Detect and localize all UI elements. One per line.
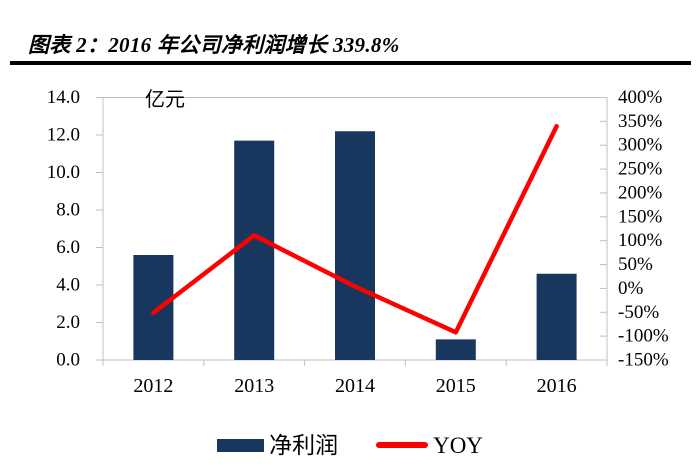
right-axis-tick-label: -50% — [618, 302, 659, 323]
legend-item-yoy: YOY — [376, 434, 483, 457]
chart-legend: 净利润 YOY — [0, 429, 700, 461]
x-axis-label-2015: 2015 — [436, 375, 476, 397]
right-axis-tick-label: 200% — [618, 182, 663, 203]
left-axis-tick-label: 6.0 — [56, 237, 80, 258]
left-axis-tick-label: 0.0 — [56, 350, 80, 371]
x-axis-label-2016: 2016 — [537, 375, 577, 397]
right-axis-tick-label: 100% — [618, 230, 663, 251]
bar-series-swatch — [217, 438, 265, 452]
left-axis-tick-label: 8.0 — [56, 200, 80, 221]
x-axis-label-2013: 2013 — [234, 375, 274, 397]
left-axis-tick-label: 14.0 — [47, 87, 80, 108]
bar-2014 — [335, 131, 375, 360]
right-axis-tick-label: -100% — [618, 326, 669, 347]
left-axis-tick-label: 4.0 — [56, 275, 80, 296]
left-axis-tick-label: 2.0 — [56, 312, 80, 333]
x-axis-label-2012: 2012 — [133, 375, 173, 397]
right-axis-tick-label: 350% — [618, 111, 663, 132]
bar-2015 — [435, 339, 476, 360]
right-axis-tick-label: 400% — [618, 87, 663, 108]
legend-item-net-profit: 净利润 — [217, 434, 338, 457]
left-axis-tick-label: 10.0 — [47, 162, 80, 183]
caption-rule — [10, 61, 691, 65]
line-series-swatch — [376, 442, 429, 448]
left-axis-unit-label: 亿元 — [145, 88, 185, 111]
bar-2012 — [133, 255, 174, 360]
right-axis-tick-label: 250% — [618, 159, 663, 180]
yoy-line — [151, 123, 559, 335]
right-axis-tick-label: -150% — [618, 350, 669, 371]
left-axis-tick-label: 12.0 — [47, 125, 80, 146]
figure-caption: 图表 2：2016 年公司净利润增长 339.8% — [28, 33, 400, 57]
bar-2013 — [234, 140, 275, 360]
legend-label-net-profit: 净利润 — [269, 432, 339, 458]
right-axis-tick-label: 0% — [618, 278, 644, 299]
right-axis-tick-label: 300% — [618, 135, 663, 156]
right-axis-tick-label: 150% — [618, 206, 663, 227]
bar-2016 — [536, 273, 577, 360]
legend-label-yoy: YOY — [433, 432, 483, 458]
x-axis-label-2014: 2014 — [335, 375, 375, 397]
right-axis-tick-label: 50% — [618, 254, 653, 275]
